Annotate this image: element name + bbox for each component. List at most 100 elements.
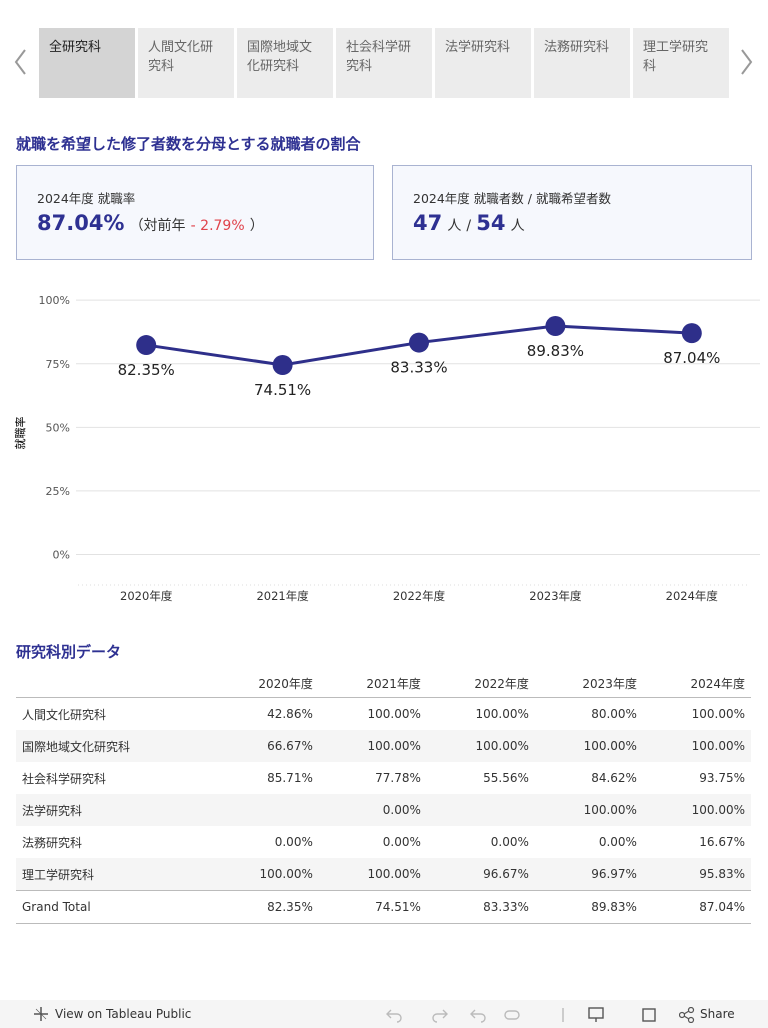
view-link[interactable]: View on Tableau Public bbox=[55, 1007, 192, 1021]
tableau-icon bbox=[34, 1007, 48, 1021]
tab[interactable]: 法学研究科 bbox=[435, 28, 531, 98]
y-tick-label: 0% bbox=[53, 548, 70, 561]
kpi-card: 2024年度 就職者数 / 就職希望者数 47 人 / 54 人 bbox=[392, 165, 752, 260]
point bbox=[545, 316, 566, 337]
x-tick-label: 2023年度 bbox=[529, 589, 582, 603]
tab-bar: 全研究科 人間文化研究科 国際地域文化研究科 社会科学研究科 法学研究科 法務研究科 理工学… bbox=[39, 28, 729, 98]
table-cell: 100.00% bbox=[367, 739, 421, 753]
kpi-value: 87.04% bbox=[37, 211, 125, 235]
table-cell: 74.51% bbox=[375, 900, 421, 914]
y-tick-label: 75% bbox=[46, 358, 70, 371]
table-cell: 93.75% bbox=[699, 771, 745, 785]
table-cell: 0.00% bbox=[382, 803, 421, 817]
row-header: 社会科学研究科 bbox=[22, 771, 107, 786]
table-cell: 0.00% bbox=[382, 835, 421, 849]
kpi-card: 2024年度 就職率 87.04% （対前年 - 2.79% ） bbox=[16, 165, 374, 260]
data-label: 87.04% bbox=[663, 349, 720, 367]
column-header: 2023年度 bbox=[534, 670, 643, 698]
table-cell: 96.67% bbox=[483, 867, 529, 881]
point bbox=[272, 354, 293, 375]
table-cell: 77.78% bbox=[375, 771, 421, 785]
kpi-text: / bbox=[466, 218, 472, 234]
table-title: 研究科別データ bbox=[16, 643, 122, 661]
table-cell: 95.83% bbox=[699, 867, 745, 881]
row-header: 法務研究科 bbox=[22, 835, 83, 850]
kpi-text: （対前年 bbox=[129, 218, 186, 234]
point bbox=[681, 323, 702, 344]
table-cell: 100.00% bbox=[583, 803, 637, 817]
table-cell: 55.56% bbox=[483, 771, 529, 785]
point bbox=[136, 335, 157, 356]
data-table: 2020年度 2021年度 2022年度 2023年度 2024年度人間文化研究科 42.… bbox=[16, 670, 751, 924]
tab[interactable]: 全研究科 bbox=[39, 28, 135, 98]
column-header: 2022年度 bbox=[426, 670, 535, 698]
kpi-change: - 2.79% bbox=[190, 218, 245, 234]
tab[interactable]: 社会科学研究科 bbox=[336, 28, 432, 98]
toolbar-icons bbox=[386, 1007, 604, 1023]
data-label: 89.83% bbox=[527, 342, 584, 360]
table-cell: 0.00% bbox=[274, 835, 313, 849]
column-header: 2024年度 bbox=[642, 670, 751, 698]
row-header: 人間文化研究科 bbox=[22, 707, 107, 722]
table-cell: 89.83% bbox=[591, 900, 637, 914]
footer-bar: View on Tableau Public Share bbox=[0, 1000, 768, 1028]
table-cell: 87.04% bbox=[699, 900, 745, 914]
table-cell: 100.00% bbox=[583, 739, 637, 753]
row-header: Grand Total bbox=[22, 900, 91, 914]
line-chart: 就職率 0% 25% 50% 75% 100% 2020年度 2021年度 2022年度 202… bbox=[13, 294, 760, 603]
fullscreen-icon[interactable] bbox=[640, 1006, 658, 1024]
table-cell: 0.00% bbox=[598, 835, 637, 849]
x-tick-label: 2022年度 bbox=[393, 589, 446, 603]
table-row: 国際地域文化研究科 66.67% 100.00% 100.00% 100.00% 100.… bbox=[16, 730, 751, 762]
table-row: 人間文化研究科 42.86% 100.00% 100.00% 80.00% 100.00% bbox=[16, 698, 751, 731]
table-row: 法学研究科 0.00% 100.00% 100.00% bbox=[16, 794, 751, 826]
share-icon[interactable] bbox=[679, 1007, 695, 1023]
data-label: 74.51% bbox=[254, 381, 311, 399]
table-cell bbox=[427, 794, 535, 826]
table-row: 理工学研究科 100.00% 100.00% 96.67% 96.97% 95.83% bbox=[16, 858, 751, 891]
table-cell: 100.00% bbox=[259, 867, 313, 881]
tab[interactable]: 理工学研究科 bbox=[633, 28, 729, 98]
x-tick-label: 2020年度 bbox=[120, 589, 173, 603]
table-row: 社会科学研究科 85.71% 77.78% 55.56% 84.62% 93.75% bbox=[16, 762, 751, 794]
tab-next[interactable] bbox=[741, 48, 753, 76]
share-label[interactable]: Share bbox=[700, 1007, 735, 1021]
data-label: 82.35% bbox=[118, 361, 175, 379]
table-cell: 100.00% bbox=[475, 739, 529, 753]
y-tick-label: 25% bbox=[46, 485, 70, 498]
table-cell: 66.67% bbox=[267, 739, 313, 753]
kpi-value: 47 bbox=[413, 211, 443, 235]
table-cell: 82.35% bbox=[267, 900, 313, 914]
table-cell: 0.00% bbox=[490, 835, 529, 849]
kpi-unit: 人 bbox=[510, 218, 525, 234]
column-header: 2020年度 bbox=[210, 670, 319, 698]
y-tick-label: 50% bbox=[46, 421, 70, 434]
row-header: 理工学研究科 bbox=[22, 867, 95, 882]
tab[interactable]: 法務研究科 bbox=[534, 28, 630, 98]
table-cell: 100.00% bbox=[691, 739, 745, 753]
y-axis-label: 就職率 bbox=[13, 417, 27, 450]
table-cell: 100.00% bbox=[367, 867, 421, 881]
table-cell: 80.00% bbox=[591, 707, 637, 721]
table-cell: 100.00% bbox=[691, 707, 745, 721]
table-cell: 96.97% bbox=[591, 867, 637, 881]
kpi-label: 2024年度 就職率 bbox=[37, 191, 136, 206]
kpi-text: ） bbox=[249, 218, 264, 234]
table-cell: 42.86% bbox=[267, 707, 313, 721]
table-cell: 83.33% bbox=[483, 900, 529, 914]
corner bbox=[16, 670, 211, 698]
table-cell: 85.71% bbox=[267, 771, 313, 785]
tab-prev[interactable] bbox=[14, 48, 26, 76]
column-header: 2021年度 bbox=[318, 670, 427, 698]
table-cell bbox=[211, 794, 319, 826]
tab[interactable]: 国際地域文化研究科 bbox=[237, 28, 333, 98]
x-tick-label: 2021年度 bbox=[256, 589, 309, 603]
table-cell: 100.00% bbox=[367, 707, 421, 721]
row-header: 国際地域文化研究科 bbox=[22, 739, 131, 754]
point bbox=[409, 332, 429, 353]
row-header: 法学研究科 bbox=[22, 803, 83, 818]
table-cell: 84.62% bbox=[591, 771, 637, 785]
tab[interactable]: 人間文化研究科 bbox=[138, 28, 234, 98]
table-cell: 100.00% bbox=[691, 803, 745, 817]
